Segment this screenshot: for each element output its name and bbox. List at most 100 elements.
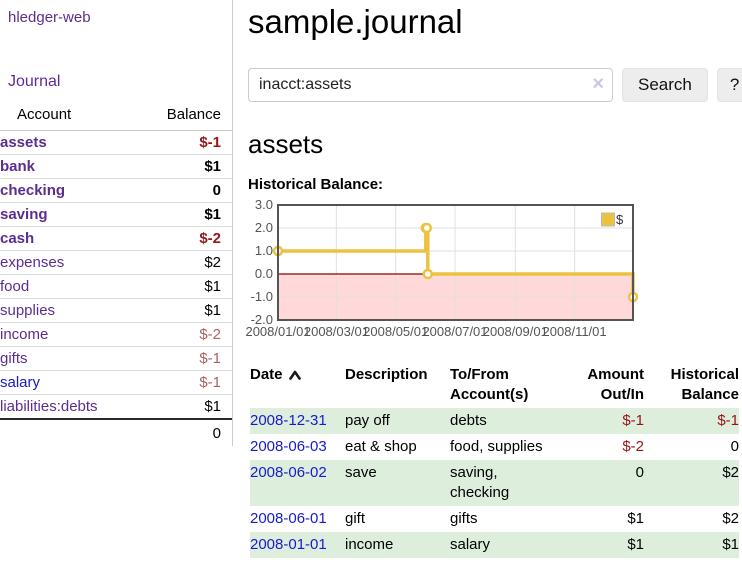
account-link[interactable]: checking [0,182,66,199]
account-tree-header: Account Balance [0,104,232,131]
register-row: 2008-01-01 income salary $1 $1 [250,532,739,558]
spacer [0,419,139,442]
account-column-header: Account [0,104,140,131]
register-amount: $1 [574,532,644,558]
account-balance: $1 [139,298,232,323]
register-date-link[interactable]: 2008-06-03 [250,438,327,455]
account-link[interactable]: supplies [0,302,56,319]
register-row: 2008-06-02 save saving, checking 0 $2 [250,460,739,506]
y-tick-label: -2.0 [251,312,273,327]
account-row: food $1 [0,274,232,299]
data-point [422,268,434,280]
register-amount: $1 [627,510,644,527]
account-row: income $-2 [0,322,232,347]
app-title-link[interactable]: hledger-web [8,9,91,26]
account-tree: Account Balance assets $-1 bank $1 checking 0… [0,104,232,442]
account-row: cash $-2 [0,226,232,251]
account-link[interactable]: liabilities:debts [0,398,98,415]
register-date-link[interactable]: 2008-01-01 [250,536,327,553]
legend-label: $ [616,212,624,227]
account-row: liabilities:debts $1 [0,394,232,420]
register-description: gift [345,510,366,527]
account-link[interactable]: saving [0,206,48,223]
x-tick-label: 2008/01/01 [245,324,310,339]
balance-column-header-register: Historical Balance [670,366,739,403]
account-row: expenses $2 [0,250,232,275]
register-description: eat & shop [345,438,417,455]
amount-column-header: Amount Out/In [587,366,644,403]
search-box: × [248,68,613,102]
sidebar-item-journal[interactable]: Journal [8,73,61,90]
account-balance: $-1 [139,130,232,155]
sort-asc-icon [288,370,301,380]
register-row: 2008-12-31 pay off debts $-1 $-1 [250,408,739,434]
account-link[interactable]: salary [0,374,41,391]
plot-border [277,204,634,321]
account-link[interactable]: gifts [0,350,28,367]
accounts-column-header: To/From Account(s) [450,366,529,403]
clear-search-icon[interactable]: × [592,73,604,95]
account-balance: $-1 [139,370,232,395]
x-tick-label: 2008/05/01 [363,324,428,339]
chart-title: Historical Balance: [248,176,384,193]
register-accounts: salary [450,532,574,558]
account-link[interactable]: expenses [0,254,65,271]
account-balance: $1 [139,154,232,179]
main-content: sample.journal × Search ? assets Histori… [245,0,742,558]
account-row: checking 0 [0,178,232,203]
register-accounts: food, supplies [450,438,543,455]
register-table: Date Description To/From Account(s) Amou… [250,365,739,558]
account-balance: $-1 [139,346,232,371]
register-description: income [345,532,450,558]
account-balance: $1 [139,394,232,420]
register-date-link[interactable]: 2008-06-01 [250,510,327,527]
register-description: save [345,460,450,506]
help-button[interactable]: ? [716,68,742,102]
page-title: sample.journal [248,3,463,40]
y-tick-label: 0.0 [255,266,273,281]
sidebar-nav: Journal [8,73,232,91]
y-tick-label: 2.0 [255,220,273,235]
y-tick-label: 3.0 [255,197,273,212]
account-row: salary $-1 [0,370,232,395]
x-tick-label: 2008/03/01 [304,324,369,339]
account-heading: assets [248,129,324,159]
register-amount: 0 [574,460,644,506]
register-date-link[interactable]: 2008-06-02 [250,464,327,481]
x-tick-label: 2008/09/01 [483,324,548,339]
register-amount: $-2 [622,438,644,455]
register-amount: $-1 [574,408,644,434]
account-link[interactable]: cash [0,230,35,247]
register-description: pay off [345,408,450,434]
legend-swatch [601,212,615,227]
account-link[interactable]: bank [0,158,36,175]
accounts-total-row: 0 [0,419,232,442]
account-link[interactable]: assets [0,134,47,151]
account-link[interactable]: food [0,278,30,295]
account-row: assets $-1 [0,130,232,155]
balance-column-header: Balance [139,104,232,131]
register-date-link[interactable]: 2008-12-31 [250,412,327,429]
register-balance: $2 [722,510,739,527]
account-link[interactable]: income [0,326,49,343]
app-title: hledger-web [8,9,232,26]
register-row: 2008-06-03 eat & shop food, supplies $-2 0 [250,434,739,460]
register-header-row: Date Description To/From Account(s) Amou… [250,365,739,408]
sidebar: hledger-web Journal Account Balance asse… [0,0,233,446]
search-input[interactable] [248,68,613,102]
account-row: bank $1 [0,154,232,179]
register-balance: $1 [644,532,739,558]
date-column-header[interactable]: Date [250,365,345,408]
y-tick-label: 1.0 [255,243,273,258]
account-balance: $1 [139,274,232,299]
account-row: saving $1 [0,202,232,227]
register-balance: $-1 [644,408,739,434]
data-point [421,222,433,234]
account-balance: $-2 [139,226,232,251]
y-tick-label: -1.0 [251,289,273,304]
balance-chart: 3.0 2.0 1.0 0.0 -1.0 -2.0 2008/01/01 2008/03/01… [245,197,742,346]
x-tick-label: 2008/07/01 [422,324,487,339]
register-accounts: gifts [450,510,478,527]
account-row: supplies $1 [0,298,232,323]
search-button[interactable]: Search [622,68,708,102]
